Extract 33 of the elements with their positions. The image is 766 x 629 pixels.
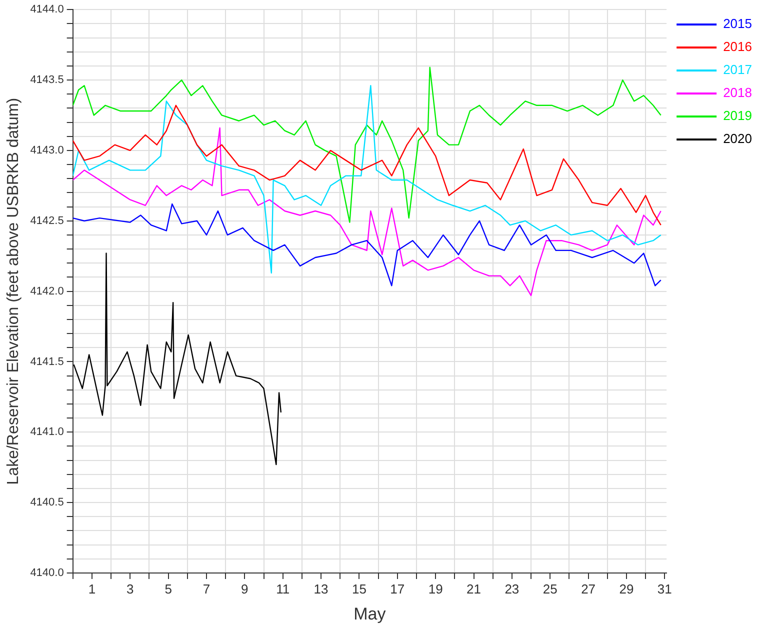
y-tick-label: 4142.0: [30, 285, 64, 298]
x-tick-label: 15: [352, 581, 366, 596]
x-tick-label: 29: [619, 581, 634, 596]
legend-label: 2015: [723, 16, 752, 32]
x-tick-label: 19: [428, 581, 443, 596]
x-tick-label: 17: [390, 581, 405, 596]
legend-label: 2019: [723, 108, 752, 124]
x-tick-label: 27: [581, 581, 596, 596]
legend-label: 2020: [723, 131, 752, 146]
x-tick-label: 11: [276, 581, 290, 596]
y-tick-label: 4142.5: [30, 214, 64, 227]
x-tick-label: 9: [241, 581, 248, 596]
y-tick-label: 4141.5: [30, 356, 64, 368]
y-tick-label: 4144.0: [30, 4, 64, 16]
x-tick-label: 1: [88, 581, 96, 596]
x-tick-label: 3: [126, 581, 134, 596]
x-tick-label: 21: [466, 581, 481, 596]
y-tick-label: 4140.5: [30, 496, 64, 509]
legend-label: 2016: [723, 39, 752, 54]
x-tick-label: 13: [314, 581, 328, 596]
y-tick-label: 4143.5: [30, 74, 64, 86]
x-axis-title: May: [354, 604, 386, 624]
x-tick-label: 5: [164, 581, 172, 596]
y-axis-title: Lake/Reservoir Elevation (feet above USBRKB datum): [5, 98, 22, 485]
x-tick-label: 23: [504, 581, 520, 596]
y-tick-label: 4141.0: [30, 426, 64, 438]
x-tick-label: 7: [202, 581, 210, 596]
y-tick-label: 4143.0: [30, 144, 64, 156]
legend-label: 2018: [723, 85, 752, 100]
x-tick-label: 25: [542, 581, 558, 596]
y-tick-label: 4140.0: [30, 567, 64, 580]
x-tick-label: 31: [657, 581, 672, 596]
legend-label: 2017: [723, 62, 752, 78]
